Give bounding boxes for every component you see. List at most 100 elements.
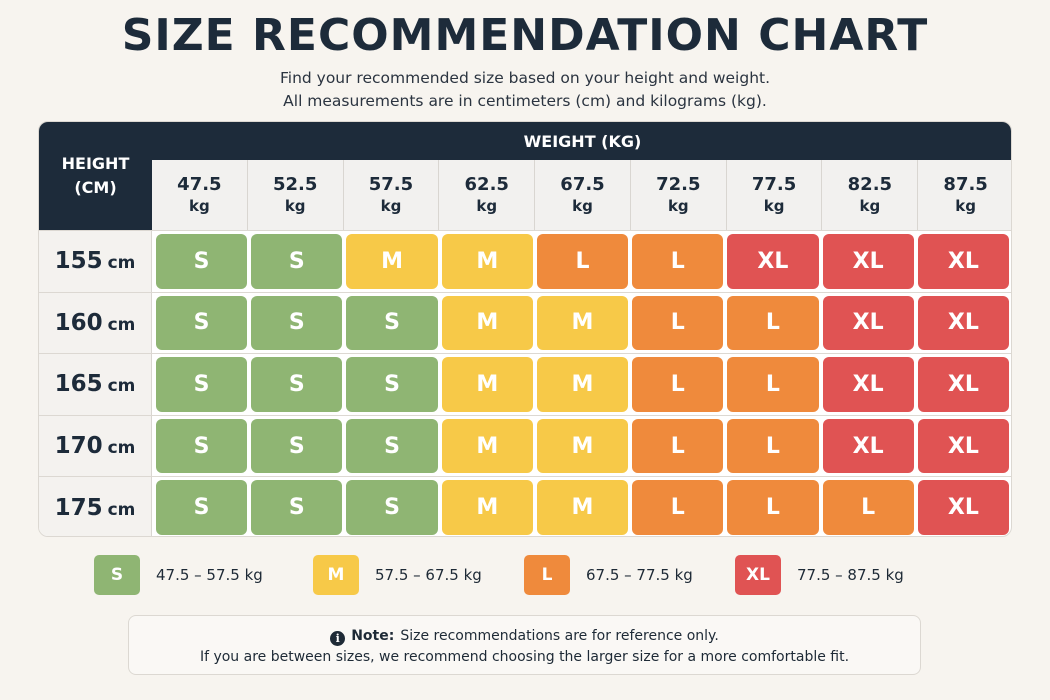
height-header: HEIGHT (CM)	[39, 122, 152, 230]
size-cell: S	[156, 418, 248, 474]
size-cell: L	[632, 234, 724, 289]
size-cell: S	[156, 480, 248, 535]
size-cell: M	[346, 234, 438, 289]
legend-item: M 57.5 – 67.5 kg	[313, 555, 482, 595]
height-unit: cm	[107, 499, 136, 520]
size-cell: S	[346, 418, 438, 474]
weight-column-header: 57.5 kg	[344, 160, 440, 230]
page-title: SIZE RECOMMENDATION CHART	[121, 10, 929, 61]
height-value: 155	[54, 248, 103, 275]
note-line-2: If you are between sizes, we recommend c…	[199, 649, 850, 665]
size-cell: XL	[917, 418, 1009, 474]
legend-range: 67.5 – 77.5 kg	[586, 566, 693, 584]
legend-swatch: S	[94, 555, 140, 595]
table-row: 160 cm S S S M M L L XL XL	[39, 291, 1011, 354]
size-cell: XL	[822, 234, 914, 289]
size-cell: S	[156, 295, 248, 351]
size-cell: XL	[917, 295, 1009, 351]
table-row: 175 cm S S S M M L L L XL	[39, 476, 1011, 536]
height-value: 175	[54, 494, 103, 521]
size-cells: S S S M M L L XL XL	[152, 416, 1011, 477]
size-cell: S	[156, 234, 248, 289]
size-cell: L	[727, 480, 819, 535]
weight-unit: kg	[476, 197, 498, 215]
legend-swatch: XL	[735, 555, 781, 595]
size-cell: XL	[727, 234, 819, 289]
size-cell: M	[441, 234, 533, 289]
weight-value: 87.5	[943, 174, 988, 195]
size-legend: S 47.5 – 57.5 kg M 57.5 – 67.5 kg L 67.5 – 77…	[94, 555, 954, 595]
size-cell: XL	[822, 357, 914, 412]
size-cell: S	[251, 480, 343, 535]
size-cell: L	[822, 480, 914, 535]
weight-column-header: 72.5 kg	[631, 160, 727, 230]
subtitle-line-1: Find your recommended size based on your…	[279, 69, 771, 87]
height-value: 160	[54, 309, 103, 336]
height-unit: cm	[107, 314, 136, 335]
size-cells: S S S M M L L L XL	[152, 477, 1011, 536]
size-cell: L	[727, 295, 819, 351]
size-cell: M	[536, 295, 629, 351]
size-cell: M	[441, 418, 533, 474]
weight-unit: kg	[380, 197, 402, 215]
table-row: 155 cm S S M M L L XL XL XL	[39, 230, 1011, 292]
height-label: 165 cm	[39, 354, 152, 415]
size-cell: L	[632, 295, 724, 351]
weight-column-header: 82.5 kg	[822, 160, 919, 230]
weight-value: 67.5	[560, 174, 605, 195]
weight-column-header: 77.5 kg	[727, 160, 823, 230]
table-row: 165 cm S S S M M L L XL XL	[39, 353, 1011, 415]
legend-range: 47.5 – 57.5 kg	[156, 566, 263, 584]
height-label: 170 cm	[39, 415, 152, 477]
size-cell: M	[536, 357, 629, 412]
size-cells: S S S M M L L XL XL	[152, 354, 1011, 415]
weight-unit: kg	[284, 197, 306, 215]
legend-range: 77.5 – 87.5 kg	[797, 566, 904, 584]
size-cell: XL	[917, 234, 1009, 289]
size-cell: L	[632, 480, 724, 535]
size-cell: M	[536, 480, 629, 535]
weight-value: 47.5	[177, 174, 222, 195]
weight-column-header: 67.5 kg	[535, 160, 631, 230]
size-cell: S	[156, 357, 248, 412]
weight-unit: kg	[667, 197, 689, 215]
height-value: 165	[54, 371, 103, 398]
height-value: 170	[54, 433, 103, 460]
weight-column-header: 87.5 kg	[918, 160, 1011, 230]
size-cell: XL	[822, 295, 914, 351]
height-unit: cm	[107, 253, 136, 274]
legend-item: S 47.5 – 57.5 kg	[94, 555, 263, 595]
size-cell: S	[251, 357, 343, 412]
weight-unit: kg	[859, 197, 881, 215]
table-row: 170 cm S S S M M L L XL XL	[39, 414, 1011, 477]
weight-header: WEIGHT (KG)	[152, 122, 1011, 160]
weight-value: 62.5	[464, 174, 509, 195]
size-cell: S	[251, 234, 343, 289]
legend-item: L 67.5 – 77.5 kg	[524, 555, 693, 595]
size-cell: L	[632, 418, 724, 474]
weight-column-header: 47.5 kg	[152, 160, 248, 230]
size-cell: L	[632, 357, 724, 412]
weight-unit: kg	[189, 197, 210, 215]
height-unit: cm	[107, 376, 136, 397]
weight-value: 82.5	[847, 174, 893, 195]
height-unit: cm	[107, 438, 136, 459]
size-cell: S	[251, 418, 343, 474]
info-icon: i	[330, 631, 346, 646]
weight-unit: kg	[955, 197, 976, 215]
size-cell: S	[346, 357, 438, 412]
size-cell: XL	[917, 480, 1009, 535]
size-cells: S S S M M L L XL XL	[152, 293, 1011, 354]
legend-swatch: L	[524, 555, 570, 595]
size-cell: S	[346, 295, 438, 351]
weight-value: 77.5	[751, 174, 797, 195]
weight-column-header: 52.5 kg	[248, 160, 344, 230]
subtitle-line-2: All measurements are in centimeters (cm)…	[283, 92, 767, 110]
weight-value: 72.5	[656, 174, 701, 195]
size-cell: XL	[917, 357, 1009, 412]
size-cell: M	[536, 418, 629, 474]
height-header-line-2: (CM)	[74, 178, 117, 197]
size-cell: S	[251, 295, 343, 351]
height-label: 175 cm	[39, 477, 152, 536]
weight-column-header: 62.5 kg	[439, 160, 536, 230]
